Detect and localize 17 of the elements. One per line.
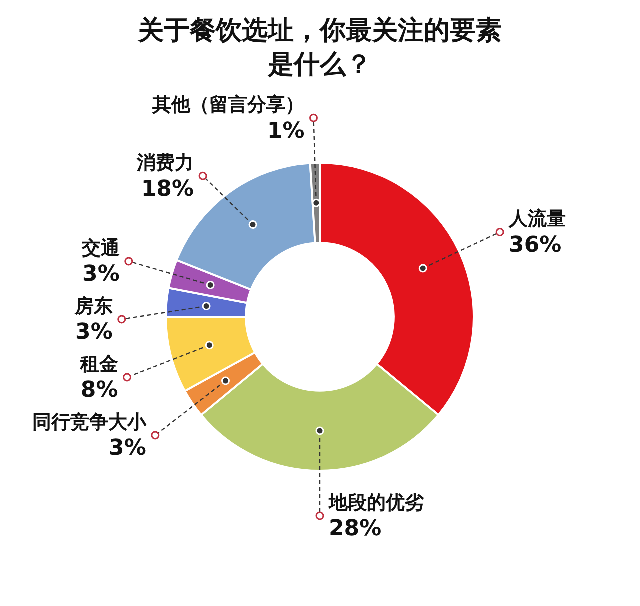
- data-label: 36%: [509, 232, 562, 258]
- slice-label: 房东: [74, 295, 113, 318]
- slice-label: 其他（留言分享）: [152, 94, 305, 116]
- slice-label: 消费力: [136, 152, 194, 174]
- slice-label: 地段的优劣: [328, 492, 425, 514]
- slice-label: 交通: [80, 237, 120, 260]
- data-label: 8%: [80, 378, 118, 404]
- chart-title: 关于餐饮选址，你最关注的要素是什么？: [136, 15, 503, 82]
- slice-label: 租金: [79, 353, 118, 376]
- slice-label: 同行竞争大小: [32, 411, 148, 434]
- data-label: 3%: [82, 262, 120, 288]
- data-label: 3%: [76, 320, 113, 346]
- data-label: 1%: [267, 118, 305, 144]
- data-label: 3%: [109, 436, 146, 462]
- slice-label: 人流量: [508, 208, 566, 230]
- data-label: 28%: [329, 516, 382, 542]
- data-label: 18%: [141, 176, 194, 202]
